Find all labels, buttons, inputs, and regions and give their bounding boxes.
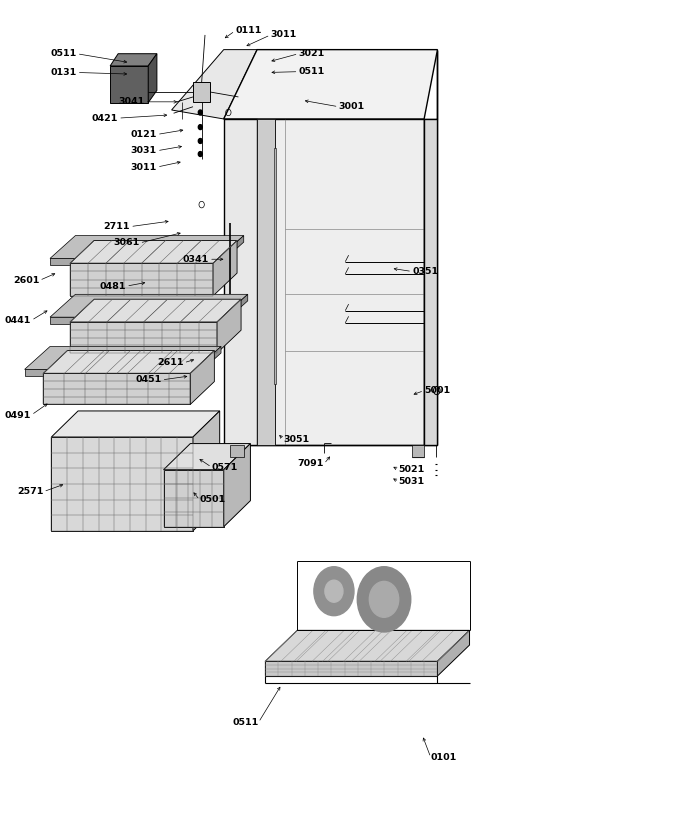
Polygon shape bbox=[190, 350, 214, 404]
Polygon shape bbox=[224, 119, 257, 445]
Text: 0131: 0131 bbox=[50, 68, 77, 77]
Text: 3011: 3011 bbox=[271, 30, 296, 39]
Polygon shape bbox=[274, 148, 277, 384]
Polygon shape bbox=[171, 50, 257, 119]
Text: 0421: 0421 bbox=[92, 114, 118, 123]
Polygon shape bbox=[148, 54, 157, 103]
Polygon shape bbox=[424, 50, 437, 445]
Polygon shape bbox=[52, 411, 220, 437]
Polygon shape bbox=[164, 444, 250, 470]
Text: 2571: 2571 bbox=[17, 487, 44, 496]
Circle shape bbox=[314, 567, 354, 616]
Text: 3011: 3011 bbox=[131, 163, 157, 172]
Text: 0511: 0511 bbox=[299, 67, 325, 76]
Text: 0511: 0511 bbox=[50, 49, 77, 58]
Text: 3051: 3051 bbox=[284, 435, 310, 444]
Polygon shape bbox=[218, 235, 243, 265]
Polygon shape bbox=[50, 294, 248, 317]
Text: 5001: 5001 bbox=[424, 386, 450, 395]
Circle shape bbox=[199, 152, 203, 157]
Circle shape bbox=[199, 125, 203, 130]
Polygon shape bbox=[193, 411, 220, 531]
Text: 0501: 0501 bbox=[200, 495, 226, 504]
Text: 7091: 7091 bbox=[298, 459, 324, 468]
Text: 2711: 2711 bbox=[103, 222, 130, 231]
Text: 0341: 0341 bbox=[183, 255, 209, 264]
Text: 0451: 0451 bbox=[135, 376, 162, 385]
Text: 0351: 0351 bbox=[412, 267, 438, 276]
Text: 0441: 0441 bbox=[5, 316, 31, 325]
Polygon shape bbox=[164, 470, 224, 527]
Polygon shape bbox=[224, 50, 437, 119]
Polygon shape bbox=[437, 631, 469, 676]
Circle shape bbox=[369, 582, 398, 618]
Text: 2601: 2601 bbox=[13, 276, 39, 285]
Polygon shape bbox=[193, 83, 210, 102]
Text: 0491: 0491 bbox=[5, 410, 31, 419]
Polygon shape bbox=[70, 322, 217, 353]
Polygon shape bbox=[265, 661, 437, 676]
Text: 3021: 3021 bbox=[299, 49, 325, 58]
Polygon shape bbox=[196, 346, 221, 376]
Text: 5021: 5021 bbox=[398, 465, 425, 474]
Polygon shape bbox=[110, 66, 148, 103]
Polygon shape bbox=[70, 263, 213, 296]
Text: 3061: 3061 bbox=[114, 239, 139, 248]
Polygon shape bbox=[24, 346, 221, 369]
Text: 5031: 5031 bbox=[398, 477, 425, 486]
Text: 0121: 0121 bbox=[131, 130, 157, 139]
Polygon shape bbox=[52, 437, 193, 531]
Polygon shape bbox=[24, 369, 196, 376]
Text: 0571: 0571 bbox=[211, 462, 238, 471]
Text: 0101: 0101 bbox=[431, 753, 457, 762]
Text: 0511: 0511 bbox=[232, 718, 258, 727]
Text: 3031: 3031 bbox=[131, 146, 157, 155]
Polygon shape bbox=[44, 350, 214, 373]
Polygon shape bbox=[70, 240, 237, 263]
Polygon shape bbox=[222, 294, 248, 324]
Polygon shape bbox=[412, 445, 424, 458]
Text: 0481: 0481 bbox=[100, 282, 126, 291]
Polygon shape bbox=[257, 119, 424, 445]
Polygon shape bbox=[213, 240, 237, 296]
Circle shape bbox=[357, 567, 411, 632]
Circle shape bbox=[325, 580, 343, 602]
Text: 0111: 0111 bbox=[235, 26, 261, 35]
Text: 2611: 2611 bbox=[157, 359, 184, 368]
Text: 3041: 3041 bbox=[118, 97, 145, 106]
Polygon shape bbox=[224, 444, 250, 527]
Polygon shape bbox=[70, 299, 241, 322]
Polygon shape bbox=[110, 54, 157, 66]
Circle shape bbox=[199, 139, 203, 144]
Polygon shape bbox=[265, 631, 469, 661]
Polygon shape bbox=[257, 119, 275, 445]
Polygon shape bbox=[231, 445, 243, 458]
Polygon shape bbox=[50, 235, 243, 258]
Circle shape bbox=[199, 110, 203, 115]
Text: 3001: 3001 bbox=[339, 102, 364, 111]
Polygon shape bbox=[424, 119, 437, 445]
Polygon shape bbox=[50, 317, 222, 324]
Polygon shape bbox=[44, 373, 190, 404]
Polygon shape bbox=[50, 258, 218, 265]
Polygon shape bbox=[217, 299, 241, 353]
